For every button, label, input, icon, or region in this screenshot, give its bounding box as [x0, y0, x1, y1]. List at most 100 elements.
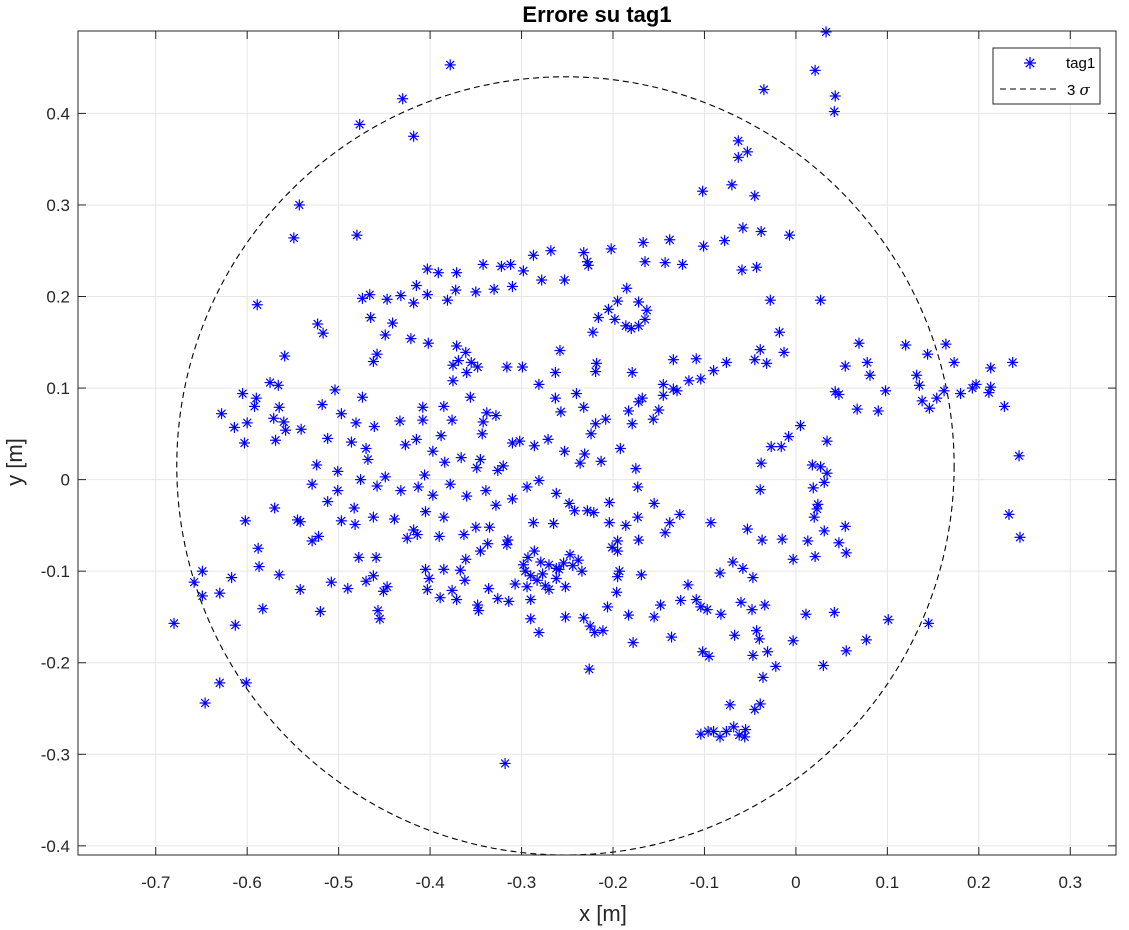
data-point [460, 553, 472, 565]
data-point [821, 435, 833, 447]
data-point [833, 537, 845, 549]
data-point [1003, 508, 1015, 520]
data-point [612, 545, 624, 557]
data-point [365, 312, 377, 324]
data-point [708, 725, 720, 737]
data-point [741, 146, 753, 158]
data-point [257, 603, 269, 615]
data-point [578, 401, 590, 413]
data-point [536, 274, 548, 286]
data-point [354, 118, 366, 130]
data-point [503, 595, 515, 607]
data-point [632, 511, 644, 523]
data-point [623, 405, 635, 417]
data-point [264, 377, 276, 389]
data-points [168, 26, 1026, 769]
data-point [572, 554, 584, 566]
data-point [454, 564, 466, 576]
data-point [584, 620, 596, 632]
data-point [759, 599, 771, 611]
x-tick-label: -0.1 [690, 873, 719, 892]
data-point [517, 559, 529, 571]
data-point [739, 731, 751, 743]
y-tick-label: -0.2 [41, 654, 70, 673]
data-point [659, 257, 671, 269]
data-point [253, 561, 265, 573]
data-point [701, 604, 713, 616]
data-point [648, 497, 660, 509]
data-point [818, 525, 830, 537]
data-point [439, 456, 451, 468]
data-point [519, 565, 531, 577]
data-point [690, 353, 702, 365]
data-point [727, 556, 739, 568]
data-point [335, 515, 347, 527]
x-tick-label: -0.5 [324, 873, 353, 892]
data-point [422, 337, 434, 349]
data-point [756, 534, 768, 546]
data-point [438, 400, 450, 412]
data-point [671, 385, 683, 397]
data-point [273, 401, 285, 413]
data-point [441, 294, 453, 306]
data-point [620, 320, 632, 332]
data-point [726, 179, 738, 191]
data-point [188, 576, 200, 588]
data-point [438, 511, 450, 523]
data-point [548, 518, 560, 530]
legend-item-tag1[interactable]: tag1 [1024, 55, 1095, 72]
data-point [724, 699, 736, 711]
grid [78, 31, 1116, 855]
data-point [809, 551, 821, 563]
data-point [432, 267, 444, 279]
data-point [355, 474, 367, 486]
data-point [732, 135, 744, 147]
data-point [697, 185, 709, 197]
data-point [316, 399, 328, 411]
data-point [808, 511, 820, 523]
legend[interactable]: tag1 3 σ [992, 47, 1101, 105]
data-point [514, 435, 526, 447]
data-point [579, 448, 591, 460]
data-point [770, 660, 782, 672]
data-point [983, 387, 995, 399]
data-point [306, 478, 318, 490]
data-point [394, 415, 406, 427]
data-point [342, 583, 354, 595]
data-point [421, 583, 433, 595]
legend-item-3-sigma[interactable]: 3 σ [1000, 81, 1091, 99]
data-point [715, 608, 727, 620]
data-point [216, 408, 228, 420]
data-point [345, 436, 357, 448]
data-point [408, 297, 420, 309]
data-point [293, 199, 305, 211]
y-axis-label: y [m] [2, 438, 27, 486]
data-point [351, 229, 363, 241]
data-point [447, 375, 459, 387]
data-point [214, 587, 226, 599]
data-point [360, 575, 372, 587]
y-tick-label: 0.2 [46, 288, 70, 307]
data-point [815, 461, 827, 473]
data-point [483, 583, 495, 595]
data-point [775, 441, 787, 453]
data-point [611, 586, 623, 598]
data-point [783, 431, 795, 443]
data-point [554, 345, 566, 357]
data-point [612, 571, 624, 583]
data-point [528, 440, 540, 452]
data-point [667, 354, 679, 366]
data-point [427, 489, 439, 501]
data-point [626, 418, 638, 430]
data-point [446, 414, 458, 426]
data-point [597, 625, 609, 637]
data-point [521, 581, 533, 593]
data-point [348, 502, 360, 514]
data-point [637, 236, 649, 248]
data-point [531, 574, 543, 586]
data-point [527, 249, 539, 261]
data-point [754, 344, 766, 356]
data-point [840, 645, 852, 657]
data-point [621, 282, 633, 294]
